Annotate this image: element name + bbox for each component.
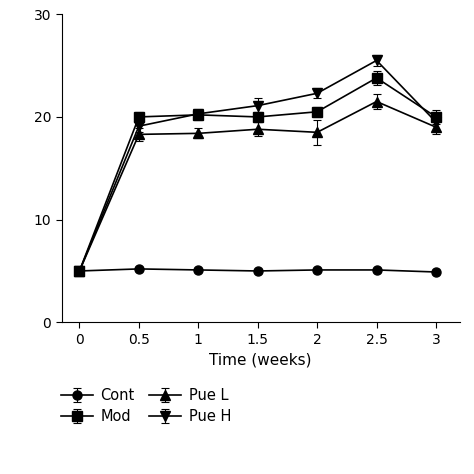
Legend: Cont, Mod, Pue L, Pue H: Cont, Mod, Pue L, Pue H bbox=[61, 388, 231, 424]
X-axis label: Time (weeks): Time (weeks) bbox=[210, 352, 312, 367]
